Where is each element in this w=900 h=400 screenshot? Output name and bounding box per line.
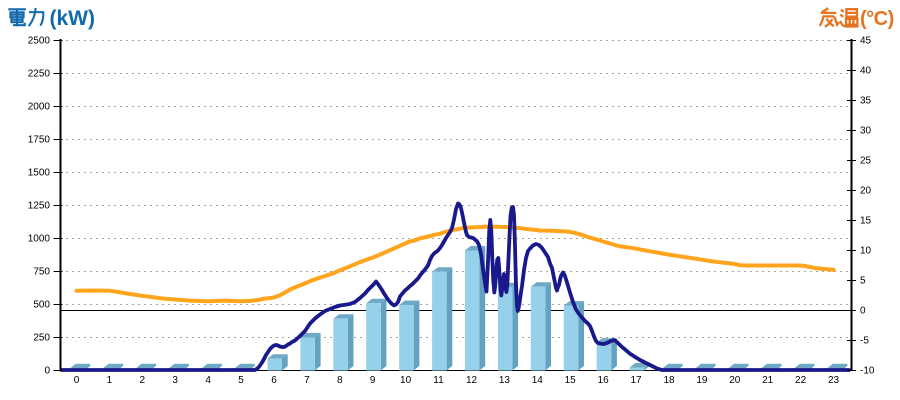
svg-text:(°C): (°C) — [860, 8, 894, 30]
svg-text:13: 13 — [499, 375, 511, 386]
svg-text:19: 19 — [696, 375, 708, 386]
svg-text:-10: -10 — [860, 366, 875, 377]
svg-text:12: 12 — [466, 375, 478, 386]
svg-text:5: 5 — [238, 375, 244, 386]
svg-text:(kW): (kW) — [50, 7, 96, 30]
svg-text:3: 3 — [172, 375, 178, 386]
svg-text:2000: 2000 — [28, 102, 51, 113]
svg-text:1250: 1250 — [28, 201, 51, 212]
svg-text:30: 30 — [860, 126, 872, 137]
svg-text:0: 0 — [44, 366, 50, 377]
svg-text:2: 2 — [140, 375, 146, 386]
svg-text:500: 500 — [33, 300, 50, 311]
svg-text:7: 7 — [304, 375, 310, 386]
svg-text:22: 22 — [795, 375, 807, 386]
svg-text:18: 18 — [663, 375, 675, 386]
svg-text:8: 8 — [337, 375, 343, 386]
svg-text:25: 25 — [860, 156, 872, 167]
svg-text:21: 21 — [762, 375, 774, 386]
svg-text:15: 15 — [860, 216, 872, 227]
svg-text:11: 11 — [433, 375, 444, 386]
svg-text:17: 17 — [630, 375, 642, 386]
svg-text:10: 10 — [400, 375, 412, 386]
svg-text:0: 0 — [860, 306, 866, 317]
svg-text:14: 14 — [532, 375, 544, 386]
svg-text:2500: 2500 — [28, 36, 51, 47]
svg-text:1750: 1750 — [28, 135, 51, 146]
svg-text:6: 6 — [271, 375, 277, 386]
svg-text:10: 10 — [860, 246, 872, 257]
svg-text:750: 750 — [33, 267, 50, 278]
svg-text:1000: 1000 — [28, 234, 51, 245]
svg-text:23: 23 — [828, 375, 840, 386]
svg-text:4: 4 — [205, 375, 211, 386]
svg-text:1: 1 — [107, 375, 113, 386]
svg-text:250: 250 — [33, 333, 50, 344]
svg-text:20: 20 — [729, 375, 741, 386]
svg-text:9: 9 — [370, 375, 376, 386]
svg-text:35: 35 — [860, 96, 872, 107]
svg-text:45: 45 — [860, 36, 872, 47]
svg-text:0: 0 — [74, 375, 80, 386]
svg-text:16: 16 — [598, 375, 610, 386]
svg-text:20: 20 — [860, 186, 872, 197]
svg-text:5: 5 — [860, 276, 866, 287]
svg-text:-5: -5 — [860, 336, 869, 347]
svg-text:1500: 1500 — [28, 168, 51, 179]
svg-text:15: 15 — [565, 375, 577, 386]
svg-text:40: 40 — [860, 66, 872, 77]
svg-text:2250: 2250 — [28, 69, 51, 80]
